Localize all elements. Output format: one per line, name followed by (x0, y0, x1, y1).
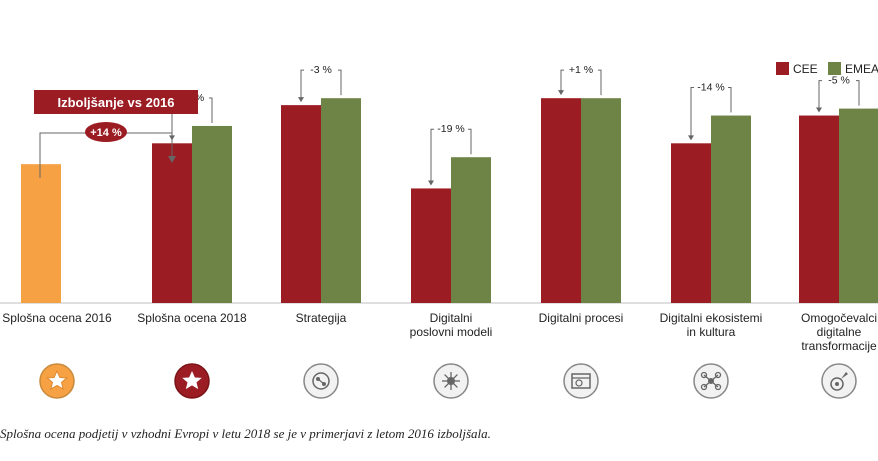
gap-arrow (428, 180, 434, 186)
icon-line (317, 378, 325, 385)
bar-cee (152, 143, 192, 303)
bar-emea (581, 98, 621, 303)
legend-swatch-emea (828, 62, 841, 75)
category-label: Strategija (296, 311, 347, 325)
gap-label: -3 % (310, 64, 332, 76)
icon-window (571, 373, 591, 389)
ecosystem-icon (693, 363, 729, 399)
gap-label-bg (564, 61, 598, 77)
gap-arrow (816, 107, 822, 113)
chart-caption: Splošna ocena podjetij v vzhodni Evropi … (0, 426, 491, 441)
improvement-banner (34, 90, 198, 114)
star-shape (45, 369, 69, 391)
bar-emea (451, 157, 491, 303)
category-label: Splošna ocena 2018 (137, 311, 247, 325)
bar-emea (711, 115, 751, 304)
category-label: digitalne (817, 325, 862, 339)
icon-spoke (450, 380, 458, 388)
improvement-banner-text: Izboljšanje vs 2016 (57, 95, 174, 110)
legend-label-emea: EMEA (845, 62, 878, 76)
gap-label: -5 % (828, 75, 850, 87)
strategy-icon (303, 363, 339, 399)
bar-emea (839, 108, 878, 303)
gap-arrow (688, 135, 694, 141)
gap-label-bg (822, 71, 856, 87)
icon-circle (821, 363, 857, 399)
icon-arrow (841, 372, 848, 379)
category-label: in kultura (687, 325, 736, 339)
icon-node (700, 371, 708, 379)
category-label: transformacije (801, 339, 877, 353)
business-model-icon (433, 363, 469, 399)
gap-label-bg (434, 120, 468, 136)
category-label: poslovni modeli (410, 325, 493, 339)
gap-label: -19 % (437, 123, 464, 135)
bar-cee (281, 105, 321, 303)
icon-link (710, 374, 719, 382)
improvement-badge (85, 122, 127, 142)
legend-label-cee: CEE (793, 62, 818, 76)
icon-ring (312, 372, 330, 390)
gap-label-bg (304, 61, 338, 77)
icon-node (714, 383, 722, 391)
bar-emea (192, 125, 232, 303)
gap-label: -14 % (697, 82, 724, 94)
improvement-arrow (168, 156, 176, 163)
star-outline-icon (39, 363, 75, 399)
icon-spoke (450, 374, 458, 382)
bar-cee (411, 188, 451, 303)
process-icon (563, 363, 599, 399)
icon-gear (830, 377, 844, 391)
bar-cee (671, 143, 711, 303)
icon-dot (835, 382, 839, 386)
icon-spoke (444, 374, 452, 382)
icon-spoke (444, 380, 452, 388)
icon-node (714, 371, 722, 379)
icon-link (703, 380, 712, 388)
bar-2016 (21, 164, 61, 303)
enablers-icon (821, 363, 857, 399)
category-label: Digitalni ekosistemi (660, 311, 763, 325)
category-label: Splošna ocena 2016 (2, 311, 112, 325)
improvement-value: +14 % (90, 127, 122, 139)
icon-gear (575, 379, 583, 387)
star-icon (174, 363, 210, 399)
icon-node (700, 383, 708, 391)
icon-link (710, 380, 719, 388)
category-label: Digitalni procesi (539, 311, 624, 325)
bar-cee (541, 98, 581, 303)
bar-cee (799, 115, 839, 304)
gap-label: +1 % (569, 64, 593, 76)
gap-arrow (298, 97, 304, 103)
category-label: Omogočevalci (801, 311, 877, 325)
gap-arrow (558, 90, 564, 96)
star-shape (182, 371, 202, 390)
legend-swatch-cee (776, 62, 789, 75)
category-label: Digitalni (430, 311, 473, 325)
icon-link (703, 374, 712, 382)
gap-label-bg (694, 78, 728, 94)
bar-emea (321, 98, 361, 303)
bar-chart: -10%-3 %-19 %+1 %-14 %-5 %Izboljšanje vs… (0, 61, 878, 399)
